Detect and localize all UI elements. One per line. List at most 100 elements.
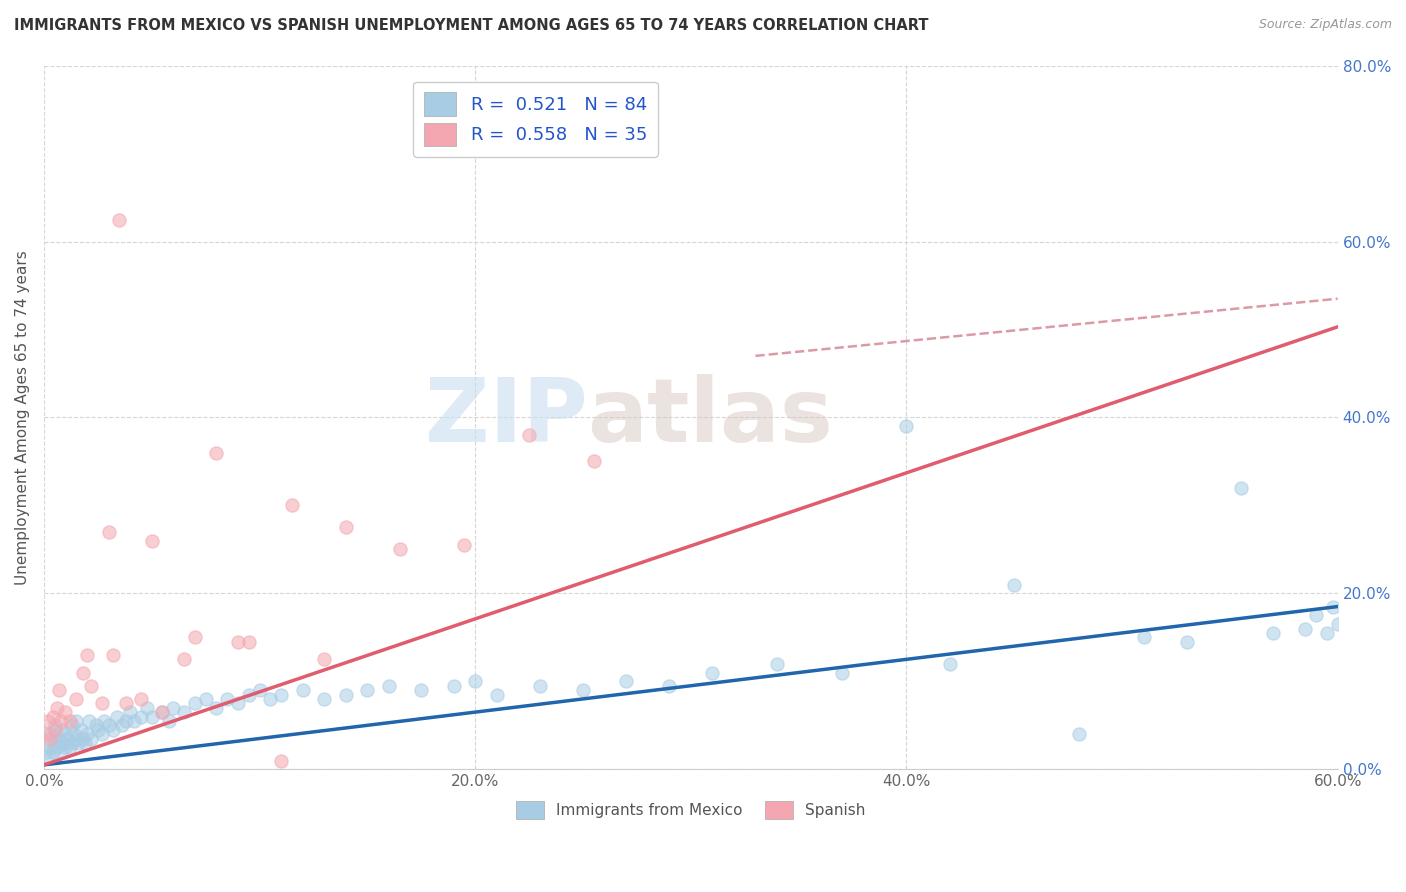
- Point: [129, 692, 152, 706]
- Point: [136, 700, 159, 714]
- Point: [614, 674, 637, 689]
- Point: [896, 419, 918, 434]
- Point: [65, 731, 87, 746]
- Text: Source: ZipAtlas.com: Source: ZipAtlas.com: [1258, 18, 1392, 31]
- Point: [141, 533, 163, 548]
- Point: [48, 731, 70, 746]
- Point: [335, 520, 357, 534]
- Point: [93, 714, 115, 728]
- Point: [87, 723, 110, 737]
- Point: [35, 745, 58, 759]
- Point: [1132, 631, 1154, 645]
- Point: [335, 688, 357, 702]
- Point: [59, 740, 82, 755]
- Point: [443, 679, 465, 693]
- Point: [44, 718, 66, 732]
- Point: [517, 428, 540, 442]
- Point: [45, 700, 67, 714]
- Point: [1002, 577, 1025, 591]
- Point: [52, 736, 75, 750]
- Point: [59, 714, 82, 728]
- Point: [291, 683, 314, 698]
- Point: [157, 714, 180, 728]
- Point: [80, 679, 103, 693]
- Point: [97, 524, 120, 539]
- Point: [49, 714, 72, 728]
- Point: [120, 705, 142, 719]
- Text: ZIP: ZIP: [425, 374, 588, 461]
- Point: [69, 723, 91, 737]
- Point: [37, 749, 59, 764]
- Point: [91, 696, 114, 710]
- Point: [105, 709, 128, 723]
- Point: [217, 692, 239, 706]
- Text: IMMIGRANTS FROM MEXICO VS SPANISH UNEMPLOYMENT AMONG AGES 65 TO 74 YEARS CORRELA: IMMIGRANTS FROM MEXICO VS SPANISH UNEMPL…: [14, 18, 928, 33]
- Point: [226, 634, 249, 648]
- Point: [80, 731, 103, 746]
- Point: [453, 538, 475, 552]
- Point: [938, 657, 960, 671]
- Point: [76, 648, 98, 662]
- Point: [1294, 622, 1316, 636]
- Point: [41, 745, 63, 759]
- Point: [485, 688, 508, 702]
- Point: [1229, 481, 1251, 495]
- Point: [124, 714, 146, 728]
- Point: [72, 731, 94, 746]
- Point: [91, 727, 114, 741]
- Point: [378, 679, 401, 693]
- Point: [529, 679, 551, 693]
- Point: [35, 727, 58, 741]
- Point: [194, 692, 217, 706]
- Point: [44, 723, 66, 737]
- Point: [49, 723, 72, 737]
- Point: [72, 665, 94, 680]
- Point: [44, 736, 66, 750]
- Point: [658, 679, 681, 693]
- Point: [314, 652, 336, 666]
- Point: [1326, 617, 1348, 632]
- Point: [67, 736, 90, 750]
- Point: [55, 705, 77, 719]
- Point: [356, 683, 378, 698]
- Point: [572, 683, 595, 698]
- Point: [238, 688, 260, 702]
- Point: [55, 727, 77, 741]
- Point: [63, 727, 86, 741]
- Text: atlas: atlas: [588, 374, 834, 461]
- Point: [152, 705, 174, 719]
- Point: [60, 718, 83, 732]
- Point: [110, 718, 132, 732]
- Point: [39, 727, 62, 741]
- Point: [831, 665, 853, 680]
- Point: [173, 652, 195, 666]
- Point: [259, 692, 281, 706]
- Point: [48, 683, 70, 698]
- Point: [101, 723, 124, 737]
- Point: [173, 705, 195, 719]
- Point: [60, 736, 83, 750]
- Point: [314, 692, 336, 706]
- Point: [141, 709, 163, 723]
- Point: [205, 700, 228, 714]
- Point: [97, 718, 120, 732]
- Point: [162, 700, 184, 714]
- Point: [77, 714, 100, 728]
- Point: [65, 714, 87, 728]
- Point: [184, 696, 207, 710]
- Point: [49, 745, 72, 759]
- Point: [270, 688, 292, 702]
- Point: [184, 631, 207, 645]
- Point: [1305, 608, 1327, 623]
- Point: [226, 696, 249, 710]
- Point: [76, 727, 98, 741]
- Point: [281, 499, 304, 513]
- Legend: Immigrants from Mexico, Spanish: Immigrants from Mexico, Spanish: [510, 795, 872, 825]
- Y-axis label: Unemployment Among Ages 65 to 74 years: Unemployment Among Ages 65 to 74 years: [15, 250, 30, 585]
- Point: [65, 692, 87, 706]
- Point: [114, 696, 136, 710]
- Point: [56, 731, 79, 746]
- Point: [1067, 727, 1090, 741]
- Point: [582, 454, 605, 468]
- Point: [37, 714, 59, 728]
